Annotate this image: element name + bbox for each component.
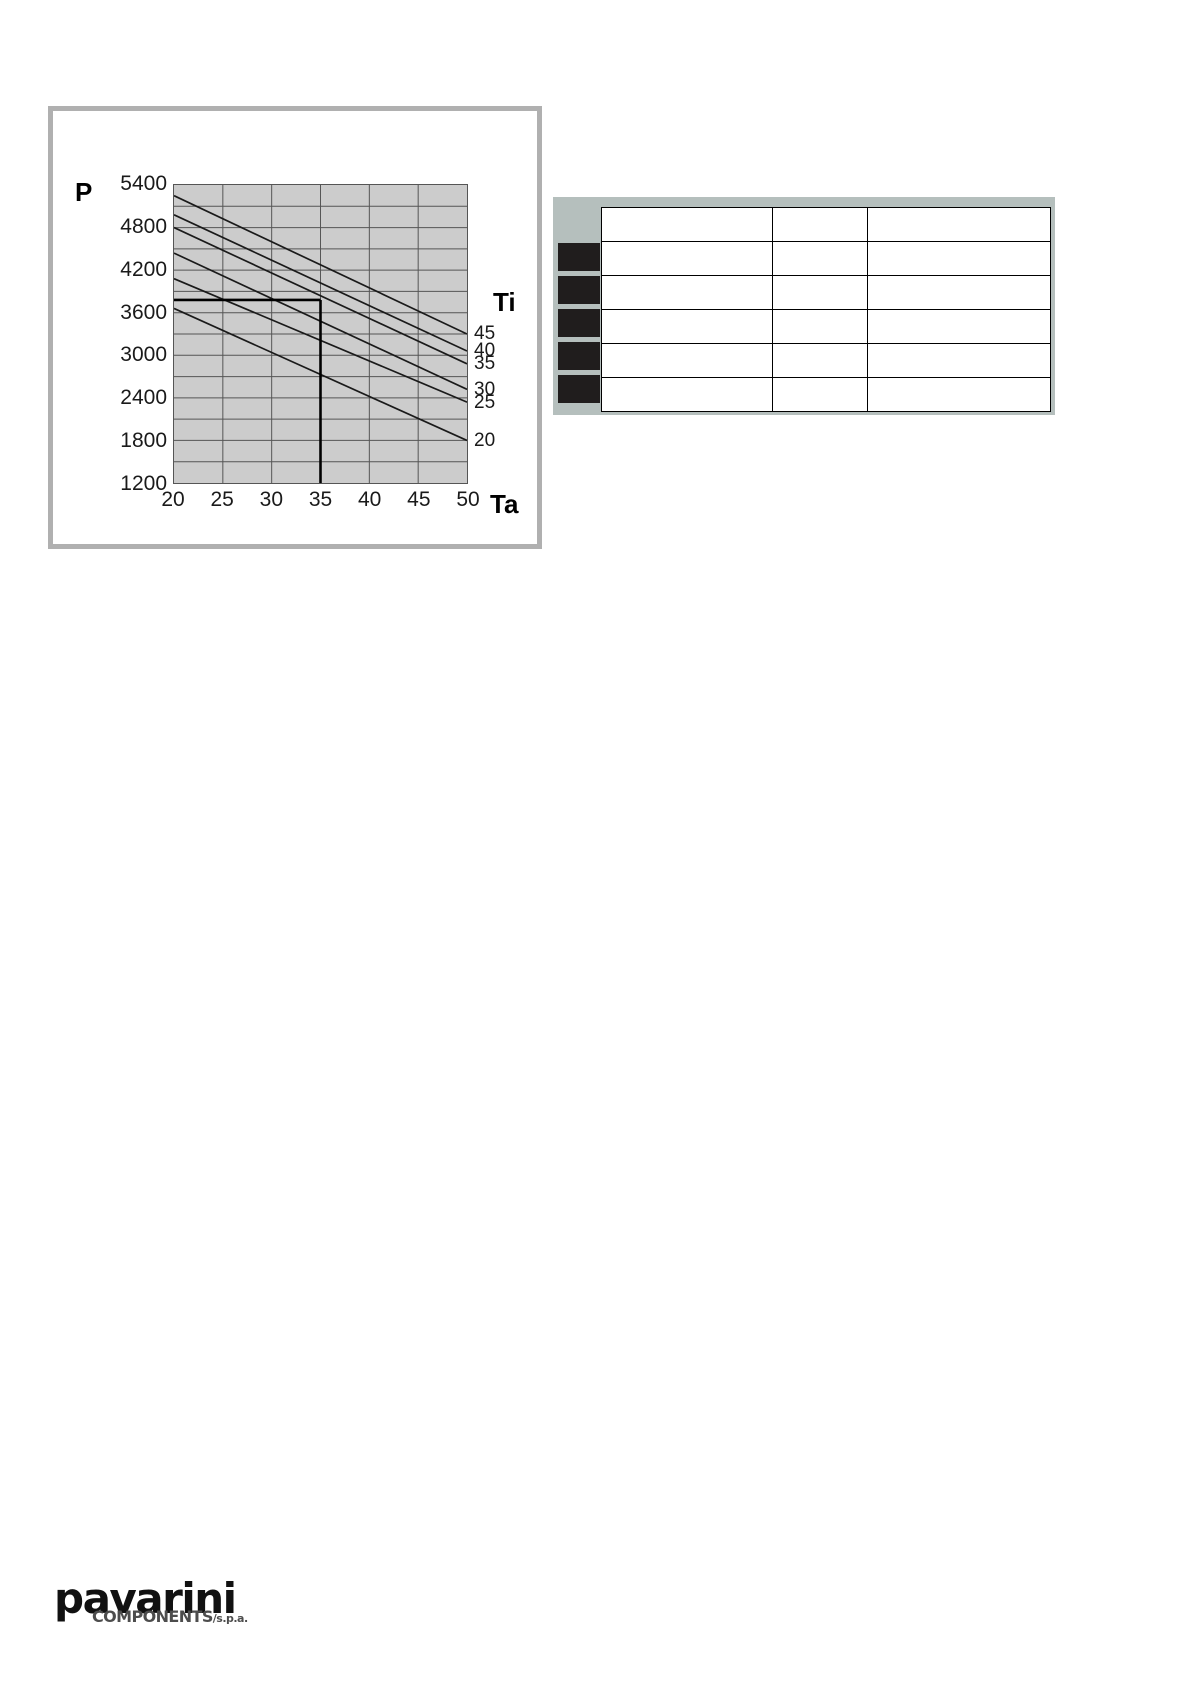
curve-ti-35 <box>174 226 467 365</box>
table-cell <box>772 343 868 378</box>
brand-logo: pavarini COMPONENTS/s.p.a. <box>54 1578 254 1630</box>
x-tick-label: 20 <box>161 488 185 511</box>
brand-logo-subtitle-text: COMPONENTS <box>92 1607 213 1626</box>
table-cell <box>772 275 868 310</box>
table-row <box>601 377 1051 412</box>
table-cell <box>867 377 1051 412</box>
table-cell <box>772 377 868 412</box>
x-tick-label: 30 <box>259 488 284 511</box>
table-row <box>601 241 1051 276</box>
guide-lines <box>174 298 322 483</box>
x-tick-label: 25 <box>210 488 234 511</box>
series-label-ti-35: 35 <box>474 353 496 374</box>
series-label-ti-25: 25 <box>474 391 496 413</box>
brand-logo-suffix: /s.p.a. <box>212 1612 248 1625</box>
data-table <box>601 207 1051 412</box>
curve-ti-45 <box>174 194 467 335</box>
table-row <box>601 207 1051 242</box>
x-axis-title-ta: Ta <box>490 489 519 519</box>
color-swatch <box>558 342 600 370</box>
chart-figure: P Ti Ta 1200 1800 2400 3000 3600 4200 4800 5400… <box>53 111 537 544</box>
table-row <box>601 309 1051 344</box>
table-cell <box>772 309 868 344</box>
chart-card: P Ti Ta 1200 1800 2400 3000 3600 4200 4800 5400… <box>48 106 542 549</box>
table-cell <box>867 309 1051 344</box>
table-panel <box>553 197 1055 415</box>
table-cell <box>867 275 1051 310</box>
series-label-ti-40: 40 <box>474 340 496 362</box>
table-cell <box>601 241 773 276</box>
x-tick-label: 35 <box>308 488 333 511</box>
plot-area <box>173 184 468 484</box>
color-swatch <box>558 309 600 337</box>
y-tick-label: 1200 <box>120 472 167 495</box>
x-tick-label: 40 <box>357 488 382 511</box>
y-axis-title-p: P <box>75 177 93 207</box>
table-cell <box>867 343 1051 378</box>
y-tick-label: 1800 <box>120 429 167 453</box>
series-tick-labels: 45 40 35 30 25 20 <box>474 111 534 554</box>
series-label-ti-45: 45 <box>474 323 496 344</box>
brand-logo-wordmark: pavarini <box>54 1574 237 1623</box>
series-label-ti-30: 30 <box>474 378 496 400</box>
series-axis-title-ti: Ti <box>493 287 516 317</box>
x-tick-label: 45 <box>407 488 431 511</box>
table-cell <box>601 275 773 310</box>
table-cell <box>867 241 1051 276</box>
curve-ti-40 <box>174 214 467 352</box>
table-cell <box>601 377 773 412</box>
swatch-column <box>558 243 600 409</box>
table-cell <box>601 343 773 378</box>
table-row <box>601 275 1051 310</box>
brand-logo-subtitle: COMPONENTS/s.p.a. <box>92 1609 248 1625</box>
y-axis-tick-labels: 1200 1800 2400 3000 3600 4200 4800 5400 <box>53 111 167 554</box>
table-cell <box>601 207 773 242</box>
table-cell <box>867 207 1051 242</box>
x-axis-tick-labels: 20 25 30 35 40 45 50 <box>161 488 479 517</box>
series-label-ti-20: 20 <box>474 430 496 452</box>
y-tick-label: 5400 <box>120 172 167 195</box>
table-row <box>601 343 1051 378</box>
x-tick-label: 50 <box>456 488 480 511</box>
y-tick-label: 3000 <box>120 343 167 367</box>
color-swatch <box>558 375 600 403</box>
y-tick-label: 3600 <box>120 300 167 324</box>
data-table-body <box>601 207 1051 412</box>
color-swatch <box>558 276 600 304</box>
y-tick-label: 2400 <box>120 386 167 410</box>
table-cell <box>772 241 868 276</box>
color-swatch <box>558 243 600 271</box>
table-cell <box>601 309 773 344</box>
y-tick-label: 4800 <box>120 214 167 238</box>
table-cell <box>772 207 868 242</box>
y-tick-label: 4200 <box>120 257 167 281</box>
plot-svg <box>174 185 467 483</box>
